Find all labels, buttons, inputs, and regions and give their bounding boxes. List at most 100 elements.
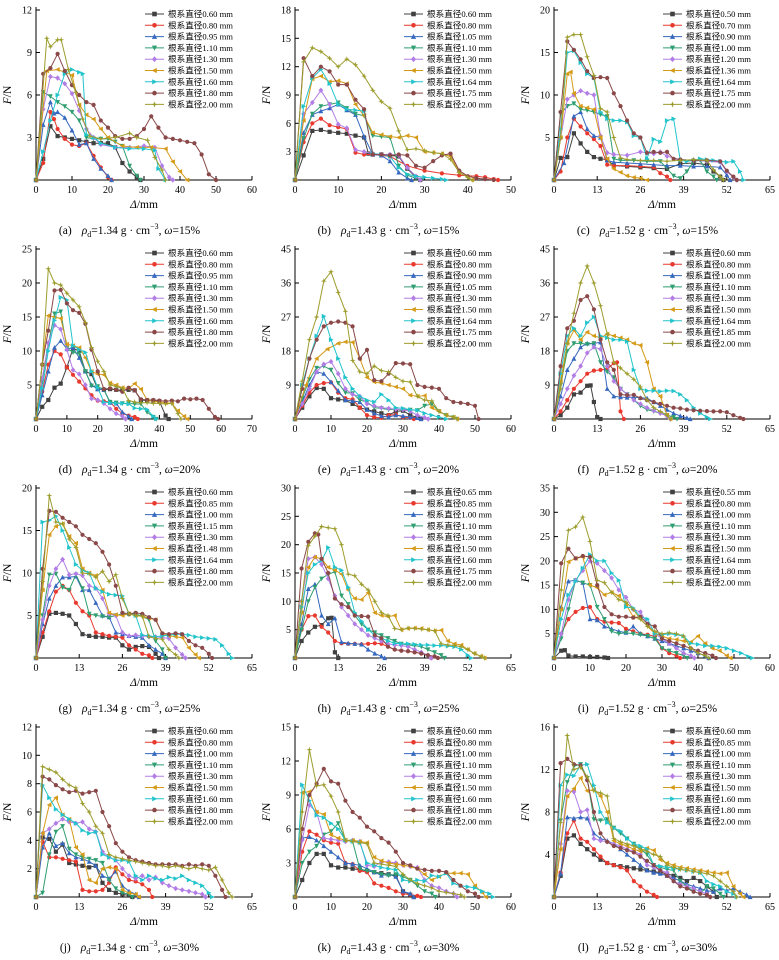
axes <box>553 7 771 181</box>
legend-label: 根系直径0.60 mm <box>427 725 492 736</box>
legend-item: 根系直径1.60 mm <box>145 315 233 326</box>
chart-panel-g: 0 13 26 39 52 65 5 10 15 20 根系直径0.60 mm 根系直径0.85 mm… <box>0 480 259 718</box>
legend-marker-icon <box>669 784 675 791</box>
legend-marker-icon <box>151 762 158 768</box>
chart-caption: (i) ρd=1.52 g · cm−3, ω=25% <box>577 700 718 718</box>
y-axis-label: F/N <box>520 85 532 105</box>
axes <box>35 485 253 659</box>
legend-item: 根系直径2.00 mm <box>404 815 492 826</box>
y-tick-label: 25 <box>540 532 550 543</box>
x-axis-label: Δ/mm <box>388 199 417 211</box>
series-markers <box>551 109 733 183</box>
chart-caption: (k) ρd=1.43 g · cm−3, ω=30% <box>317 939 460 957</box>
x-tick-label: 52 <box>204 663 214 674</box>
y-tick-label: 4 <box>27 836 32 847</box>
y-tick-label: 6 <box>27 91 32 102</box>
chart-caption: (f) ρd=1.52 g · cm−3, ω=20% <box>577 461 718 479</box>
legend-item: 根系直径0.60 mm <box>145 8 233 19</box>
series-markers <box>292 613 434 661</box>
legend-item: 根系直径1.10 mm <box>663 281 751 292</box>
legend-item: 根系直径0.70 mm <box>663 19 751 30</box>
legend-marker-icon <box>411 796 417 802</box>
caption-letter: (f) <box>577 463 590 476</box>
x-tick-label: 30 <box>420 185 430 196</box>
legend-label: 根系直径0.80 mm <box>686 497 751 508</box>
x-tick-label: 20 <box>362 424 372 435</box>
legend-item: 根系直径2.00 mm <box>145 98 233 109</box>
series-line <box>553 329 671 420</box>
series-line <box>294 791 487 898</box>
y-tick-label: 16 <box>540 723 550 734</box>
legend-label: 根系直径1.80 mm <box>427 804 492 815</box>
x-tick-label: 30 <box>124 424 134 435</box>
chart-panel-h: 0 13 26 39 52 65 5 10 15 20 25 30 根系直径0.65 mm 根系直径0.8… <box>259 480 518 718</box>
series-markers <box>292 268 460 422</box>
legend-label: 根系直径2.00 mm <box>427 815 492 826</box>
legend-label: 根系直径2.00 mm <box>686 576 751 587</box>
legend-marker-icon <box>410 33 417 39</box>
series-markers <box>292 531 440 661</box>
legend-item: 根系直径1.80 mm <box>145 87 233 98</box>
legend-item: 根系直径1.60 mm <box>404 554 492 565</box>
legend-marker-icon <box>151 818 158 825</box>
legend-marker-icon <box>152 90 157 96</box>
legend-marker-icon <box>670 740 675 745</box>
x-tick-label: 20 <box>93 424 103 435</box>
legend-label: 根系直径0.80 mm <box>686 258 751 269</box>
legend-label: 根系直径1.50 mm <box>168 782 233 793</box>
chart-canvas-h: 0 13 26 39 52 65 5 10 15 20 25 30 根系直径0.65 mm根系直径0.8… <box>261 484 516 690</box>
y-tick-label: 3 <box>286 147 291 158</box>
legend-item: 根系直径1.00 mm <box>404 748 492 759</box>
legend-label: 根系直径1.50 mm <box>686 782 751 793</box>
legend-label: 根系直径1.10 mm <box>427 42 492 53</box>
axes <box>553 246 771 420</box>
legend-item: 根系直径1.20 mm <box>663 53 751 64</box>
legend-item: 根系直径0.60 mm <box>145 486 233 497</box>
y-tick-label: 15 <box>22 526 32 537</box>
y-tick-label: 15 <box>281 34 291 45</box>
legend-label: 根系直径0.50 mm <box>686 8 751 19</box>
x-axis-label: Δ/mm <box>388 438 417 450</box>
x-tick-label: 26 <box>635 424 645 435</box>
legend-marker-icon <box>669 773 676 780</box>
x-tick-label: 60 <box>216 424 226 435</box>
y-tick-label: 36 <box>540 279 550 290</box>
y-tick-label: 25 <box>22 245 32 256</box>
legend-item: 根系直径1.00 mm <box>663 509 751 520</box>
x-tick-label: 65 <box>765 185 775 196</box>
legend-marker-icon <box>151 56 158 63</box>
legend-marker-icon <box>669 534 676 541</box>
legend-item: 根系直径1.50 mm <box>663 782 751 793</box>
legend-item: 根系直径0.80 mm <box>145 19 233 30</box>
series-markers <box>551 39 739 183</box>
legend-item: 根系直径1.00 mm <box>663 42 751 53</box>
legend-marker-icon <box>669 306 675 313</box>
legend-marker-icon <box>669 56 676 63</box>
series-markers <box>551 69 650 183</box>
legend-item: 根系直径1.64 mm <box>663 76 751 87</box>
x-tick-label: 60 <box>247 185 257 196</box>
legend-marker-icon <box>152 501 157 506</box>
legend-item: 根系直径1.64 mm <box>404 76 492 87</box>
series-markers <box>551 263 674 422</box>
legend-label: 根系直径0.90 mm <box>686 31 751 42</box>
legend-marker-icon <box>152 807 157 813</box>
legend-label: 根系直径0.95 mm <box>168 31 233 42</box>
y-axis-label: F/N <box>2 85 14 105</box>
legend-label: 根系直径2.00 mm <box>686 337 751 348</box>
legend-label: 根系直径1.75 mm <box>686 87 751 98</box>
legend-label: 根系直径0.60 mm <box>427 247 492 258</box>
series-markers <box>551 294 746 422</box>
series-line <box>35 839 153 898</box>
y-tick-label: 45 <box>540 245 550 256</box>
legend-marker-icon <box>670 329 675 335</box>
x-tick-label: 50 <box>729 663 739 674</box>
series-line <box>294 571 445 659</box>
legend-item: 根系直径1.10 mm <box>404 42 492 53</box>
x-tick-label: 39 <box>420 663 430 674</box>
legend-item: 根系直径1.80 mm <box>663 804 751 815</box>
caption-letter: (h) <box>317 702 332 715</box>
